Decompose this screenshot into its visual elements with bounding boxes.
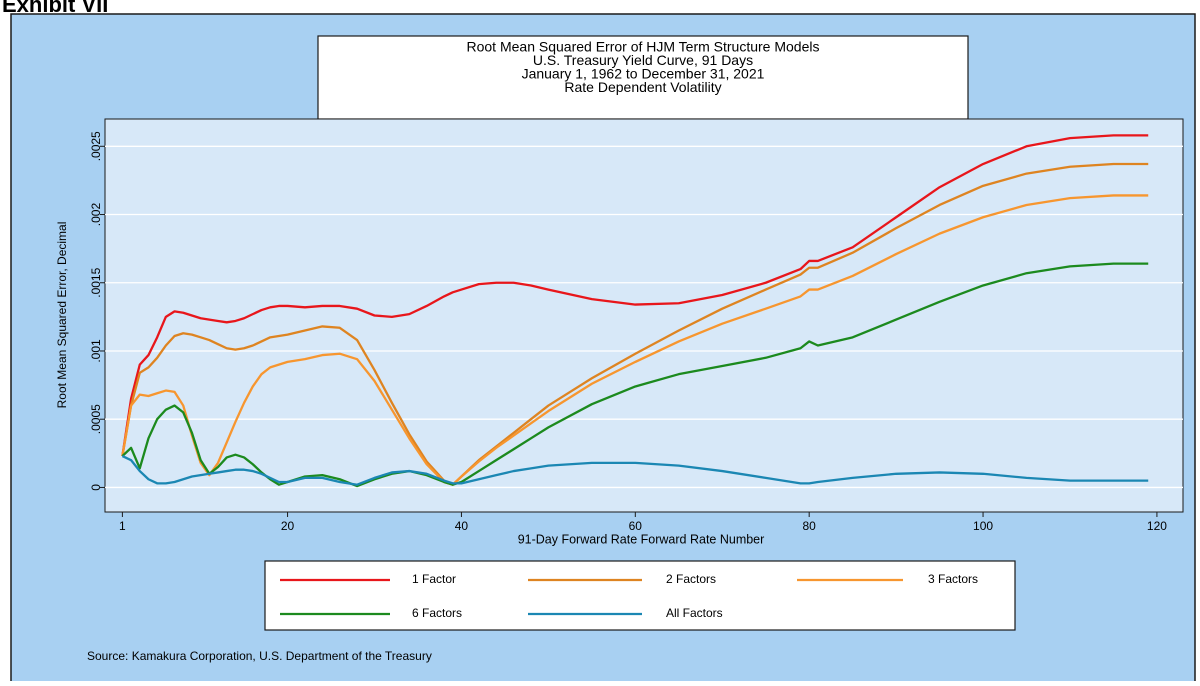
y-tick-label: .0005 bbox=[89, 404, 103, 434]
chart-title-line: U.S. Treasury Yield Curve, 91 Days bbox=[533, 52, 753, 68]
y-tick-label: .0015 bbox=[89, 267, 103, 297]
exhibit-label: Exhibit VII bbox=[2, 0, 108, 17]
series-line bbox=[121, 162, 1149, 486]
legend-box bbox=[264, 560, 1016, 631]
x-tick-label: 120 bbox=[1147, 519, 1167, 533]
y-tick-label: .001 bbox=[89, 339, 103, 363]
y-tick-label: .0025 bbox=[89, 131, 103, 161]
legend-label: 1 Factor bbox=[412, 572, 456, 586]
legend-label: 2 Factors bbox=[666, 572, 716, 586]
chart-title-line: January 1, 1962 to December 31, 2021 bbox=[522, 66, 765, 82]
x-tick-label: 60 bbox=[629, 519, 643, 533]
legend-label: All Factors bbox=[666, 606, 723, 620]
x-tick-label: 80 bbox=[802, 519, 816, 533]
x-axis-title: 91-Day Forward Rate Forward Rate Number bbox=[518, 532, 765, 546]
x-tick-label: 1 bbox=[119, 519, 126, 533]
x-tick-label: 40 bbox=[455, 519, 469, 533]
y-axis-title: Root Mean Squared Error, Decimal bbox=[55, 222, 69, 409]
source-note: Source: Kamakura Corporation, U.S. Depar… bbox=[87, 649, 432, 663]
chart-title-line: Rate Dependent Volatility bbox=[564, 79, 721, 95]
legend-label: 6 Factors bbox=[412, 606, 462, 620]
x-tick-label: 20 bbox=[281, 519, 295, 533]
chart-title-line: Root Mean Squared Error of HJM Term Stru… bbox=[467, 39, 820, 55]
legend-label: 3 Factors bbox=[928, 572, 978, 586]
y-tick-label: 0 bbox=[89, 484, 103, 491]
plot-area bbox=[104, 118, 1184, 513]
series-line bbox=[121, 134, 1149, 457]
x-tick-label: 100 bbox=[973, 519, 993, 533]
title-box bbox=[317, 35, 969, 120]
series-line bbox=[121, 455, 1149, 486]
y-tick-label: .002 bbox=[89, 203, 103, 227]
plot bbox=[100, 118, 1184, 517]
